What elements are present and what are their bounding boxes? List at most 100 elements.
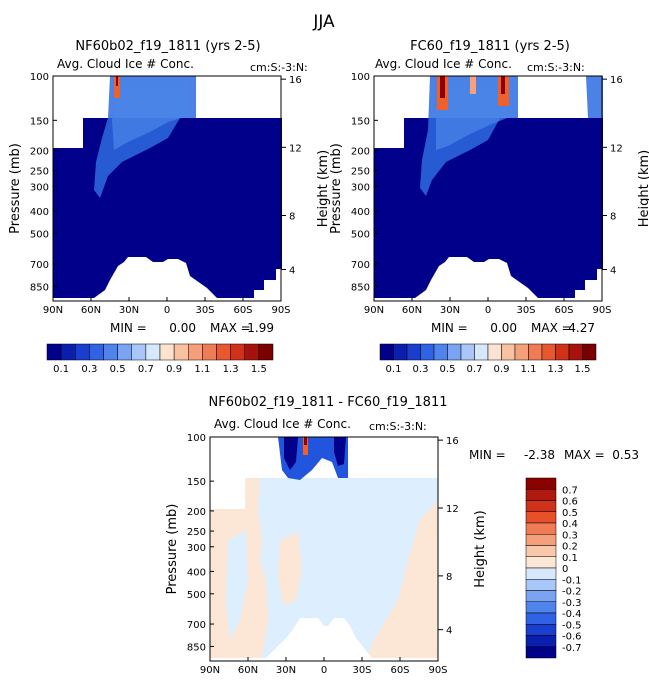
- panel-1-y-tick-label: 200: [30, 146, 49, 157]
- panel-1-axes: 90N 60N 30N 0 30S 60S 90S 100 150 200 250 300 400 500…: [8, 72, 331, 316]
- panel-1-mid-blue-region: [112, 82, 188, 150]
- panel-1-x-tick-label: 60S: [233, 305, 252, 316]
- panel-2-y2-tick-label: 16: [610, 75, 623, 86]
- panel-1-units: cm:S:-3:N:: [250, 61, 308, 74]
- panel-1-colorbar-swatch: [244, 343, 260, 361]
- panel-2-colorbar-swatch: [420, 343, 435, 361]
- panel-3-y-tick-label: 850: [187, 642, 206, 653]
- panel-3-colorbar-label: -0.2: [562, 587, 582, 598]
- panel-3-y2label: Height (km): [473, 510, 488, 587]
- panel-3-field-light-blue: [258, 478, 438, 658]
- panel-1-peak-core: [114, 76, 120, 98]
- panel-1-x-tick-label: 60N: [81, 305, 101, 316]
- panel-3-axes: 90N 60N 30N 0 30S 60S 90S 100 150 200 250 300 400 500…: [165, 433, 488, 676]
- panel-3-colorbar-swatch: [525, 646, 557, 659]
- panel-1-min-value: 0.00: [169, 321, 196, 335]
- panel-1-y-tick-label: 250: [30, 167, 49, 178]
- panel-2-y2-tick-label: 12: [610, 143, 623, 154]
- panel-3-colorbar-label: -0.5: [562, 620, 582, 631]
- panel-1-colorbar-label: 0.3: [81, 364, 97, 375]
- panel-1-y-tick-label: 850: [30, 282, 49, 293]
- panel-3-colorbar-label: -0.6: [562, 632, 582, 643]
- panel-1-x-tick-label: 30S: [195, 305, 214, 316]
- panel-2-x-tick-label: 90S: [592, 305, 611, 316]
- panel-2-axes: 90N 60N 30N 0 30S 60S 90S 100 150 200 250 300 400 500…: [329, 72, 649, 316]
- panel-1-ylabel: Pressure (mb): [8, 143, 23, 234]
- panel-1-colorbar-swatch: [188, 343, 203, 361]
- panel-3: NF60b02_f19_1811 - FC60_f19_1811 Avg. Cl…: [165, 395, 639, 676]
- panel-2-y-tick-label: 500: [351, 230, 370, 241]
- panel-3-y-tick-label: 500: [187, 590, 206, 601]
- panel-2-min-label: MIN =: [431, 321, 468, 335]
- panel-2-colorbar-label: 1.5: [575, 364, 591, 375]
- panel-1-x-tick-label: 0: [164, 305, 170, 316]
- panel-2-colorbar-swatch: [393, 343, 408, 361]
- panel-3-colorbar: 0.70.60.50.40.30.20.10-0.1-0.2-0.3-0.4-0…: [525, 477, 582, 659]
- panel-3-y2-tick-label: 4: [446, 626, 452, 637]
- panel-2-x-tick-label: 0: [485, 305, 491, 316]
- panel-1-y-tick-label: 100: [30, 72, 49, 83]
- panel-3-colorbar-label: 0.5: [562, 508, 578, 519]
- panel-2-mid-blue-region: [436, 82, 512, 150]
- panel-3-ylabel: Pressure (mb): [165, 504, 180, 595]
- panel-3-colorbar-label: 0.1: [562, 553, 578, 564]
- panel-3-top-mask-right: [348, 437, 438, 478]
- panel-3-x-tick-label: 60S: [390, 665, 409, 676]
- panel-3-colorbar-swatch: [525, 590, 557, 602]
- panel-2-x-tick-label: 30N: [440, 305, 460, 316]
- panel-3-x-tick-label: 90S: [428, 665, 447, 676]
- panel-2-colorbar: 0.1 0.3 0.5 0.7 0.9 1.1 1.3 1.5: [379, 343, 597, 375]
- panel-3-colorbar-label: -0.4: [562, 609, 582, 620]
- panel-2-max-value: 4.27: [568, 321, 595, 335]
- panel-3-x-tick-label: 90N: [200, 665, 220, 676]
- panel-2-colorbar-label: 1.3: [548, 364, 564, 375]
- panel-1-max-label: MAX =: [210, 321, 251, 335]
- panel-2-y-tick-label: 850: [351, 282, 370, 293]
- panel-3-colorbar-swatch: [525, 601, 557, 614]
- panel-2-colorbar-swatch: [568, 343, 583, 361]
- panel-3-top-mask-left: [210, 437, 278, 478]
- panel-3-colorbar-label: 0.2: [562, 542, 578, 553]
- panel-1-y-tick-label: 150: [30, 116, 49, 127]
- panel-3-min-label: MIN =: [469, 448, 506, 462]
- panel-2: FC60_f19_1811 (yrs 2-5) Avg. Cloud Ice #…: [329, 39, 649, 375]
- panel-3-y-tick-label: 250: [187, 527, 206, 538]
- panel-2-colorbar-label: 0.7: [467, 364, 483, 375]
- panel-3-units: cm:S:-3:N:: [369, 420, 427, 433]
- panel-1-y-tick-label: 300: [30, 182, 49, 193]
- panel-3-colorbar-swatch: [525, 635, 557, 647]
- panel-2-y-tick-label: 100: [351, 72, 370, 83]
- panel-2-colorbar-swatch: [447, 343, 462, 361]
- panel-2-units: cm:S:-3:N:: [527, 61, 585, 74]
- panel-1-colorbar: 0.1 0.3 0.5 0.7 0.9 1.1 1.3 1.5: [46, 343, 274, 375]
- panel-2-max-label: MAX =: [531, 321, 572, 335]
- panel-2-colorbar-label: 0.9: [494, 364, 510, 375]
- panel-3-colorbar-label: 0.4: [562, 519, 578, 530]
- panel-2-y-tick-label: 150: [351, 116, 370, 127]
- panel-1-x-tick-label: 90N: [43, 305, 63, 316]
- panel-1-peak-core-center: [116, 76, 118, 86]
- panel-3-y-tick-label: 700: [187, 620, 206, 631]
- panel-3-colorbar-swatch: [525, 567, 557, 580]
- panel-1-colorbar-label: 0.9: [166, 364, 182, 375]
- panel-2-y-tick-label: 200: [351, 146, 370, 157]
- panel-2-colorbar-swatch: [379, 343, 394, 361]
- panel-3-colorbar-swatch: [525, 489, 557, 501]
- panel-1-min-label: MIN =: [110, 321, 147, 335]
- panel-3-colorbar-swatch: [525, 511, 557, 524]
- panel-2-colorbar-swatch: [460, 343, 475, 361]
- panel-1-y-tick-label: 500: [30, 230, 49, 241]
- panel-1-colorbar-swatch: [202, 343, 217, 361]
- panel-1-colorbar-swatch: [103, 343, 118, 361]
- panel-1-colorbar-swatch: [117, 343, 132, 361]
- panel-3-dark-blue-left: [284, 437, 298, 470]
- panel-3-peak-positive-core: [304, 437, 307, 445]
- panel-1-colorbar-swatch: [46, 343, 62, 361]
- panel-3-surface-mask: [266, 618, 372, 658]
- panel-1-colorbar-swatch: [159, 343, 175, 361]
- panel-1-y2label: Height (km): [316, 150, 331, 227]
- panel-2-colorbar-swatch: [541, 343, 556, 361]
- panel-3-y-tick-label: 100: [187, 433, 206, 444]
- panel-3-y2-tick-label: 8: [446, 572, 452, 583]
- panel-1-colorbar-swatch: [173, 343, 189, 361]
